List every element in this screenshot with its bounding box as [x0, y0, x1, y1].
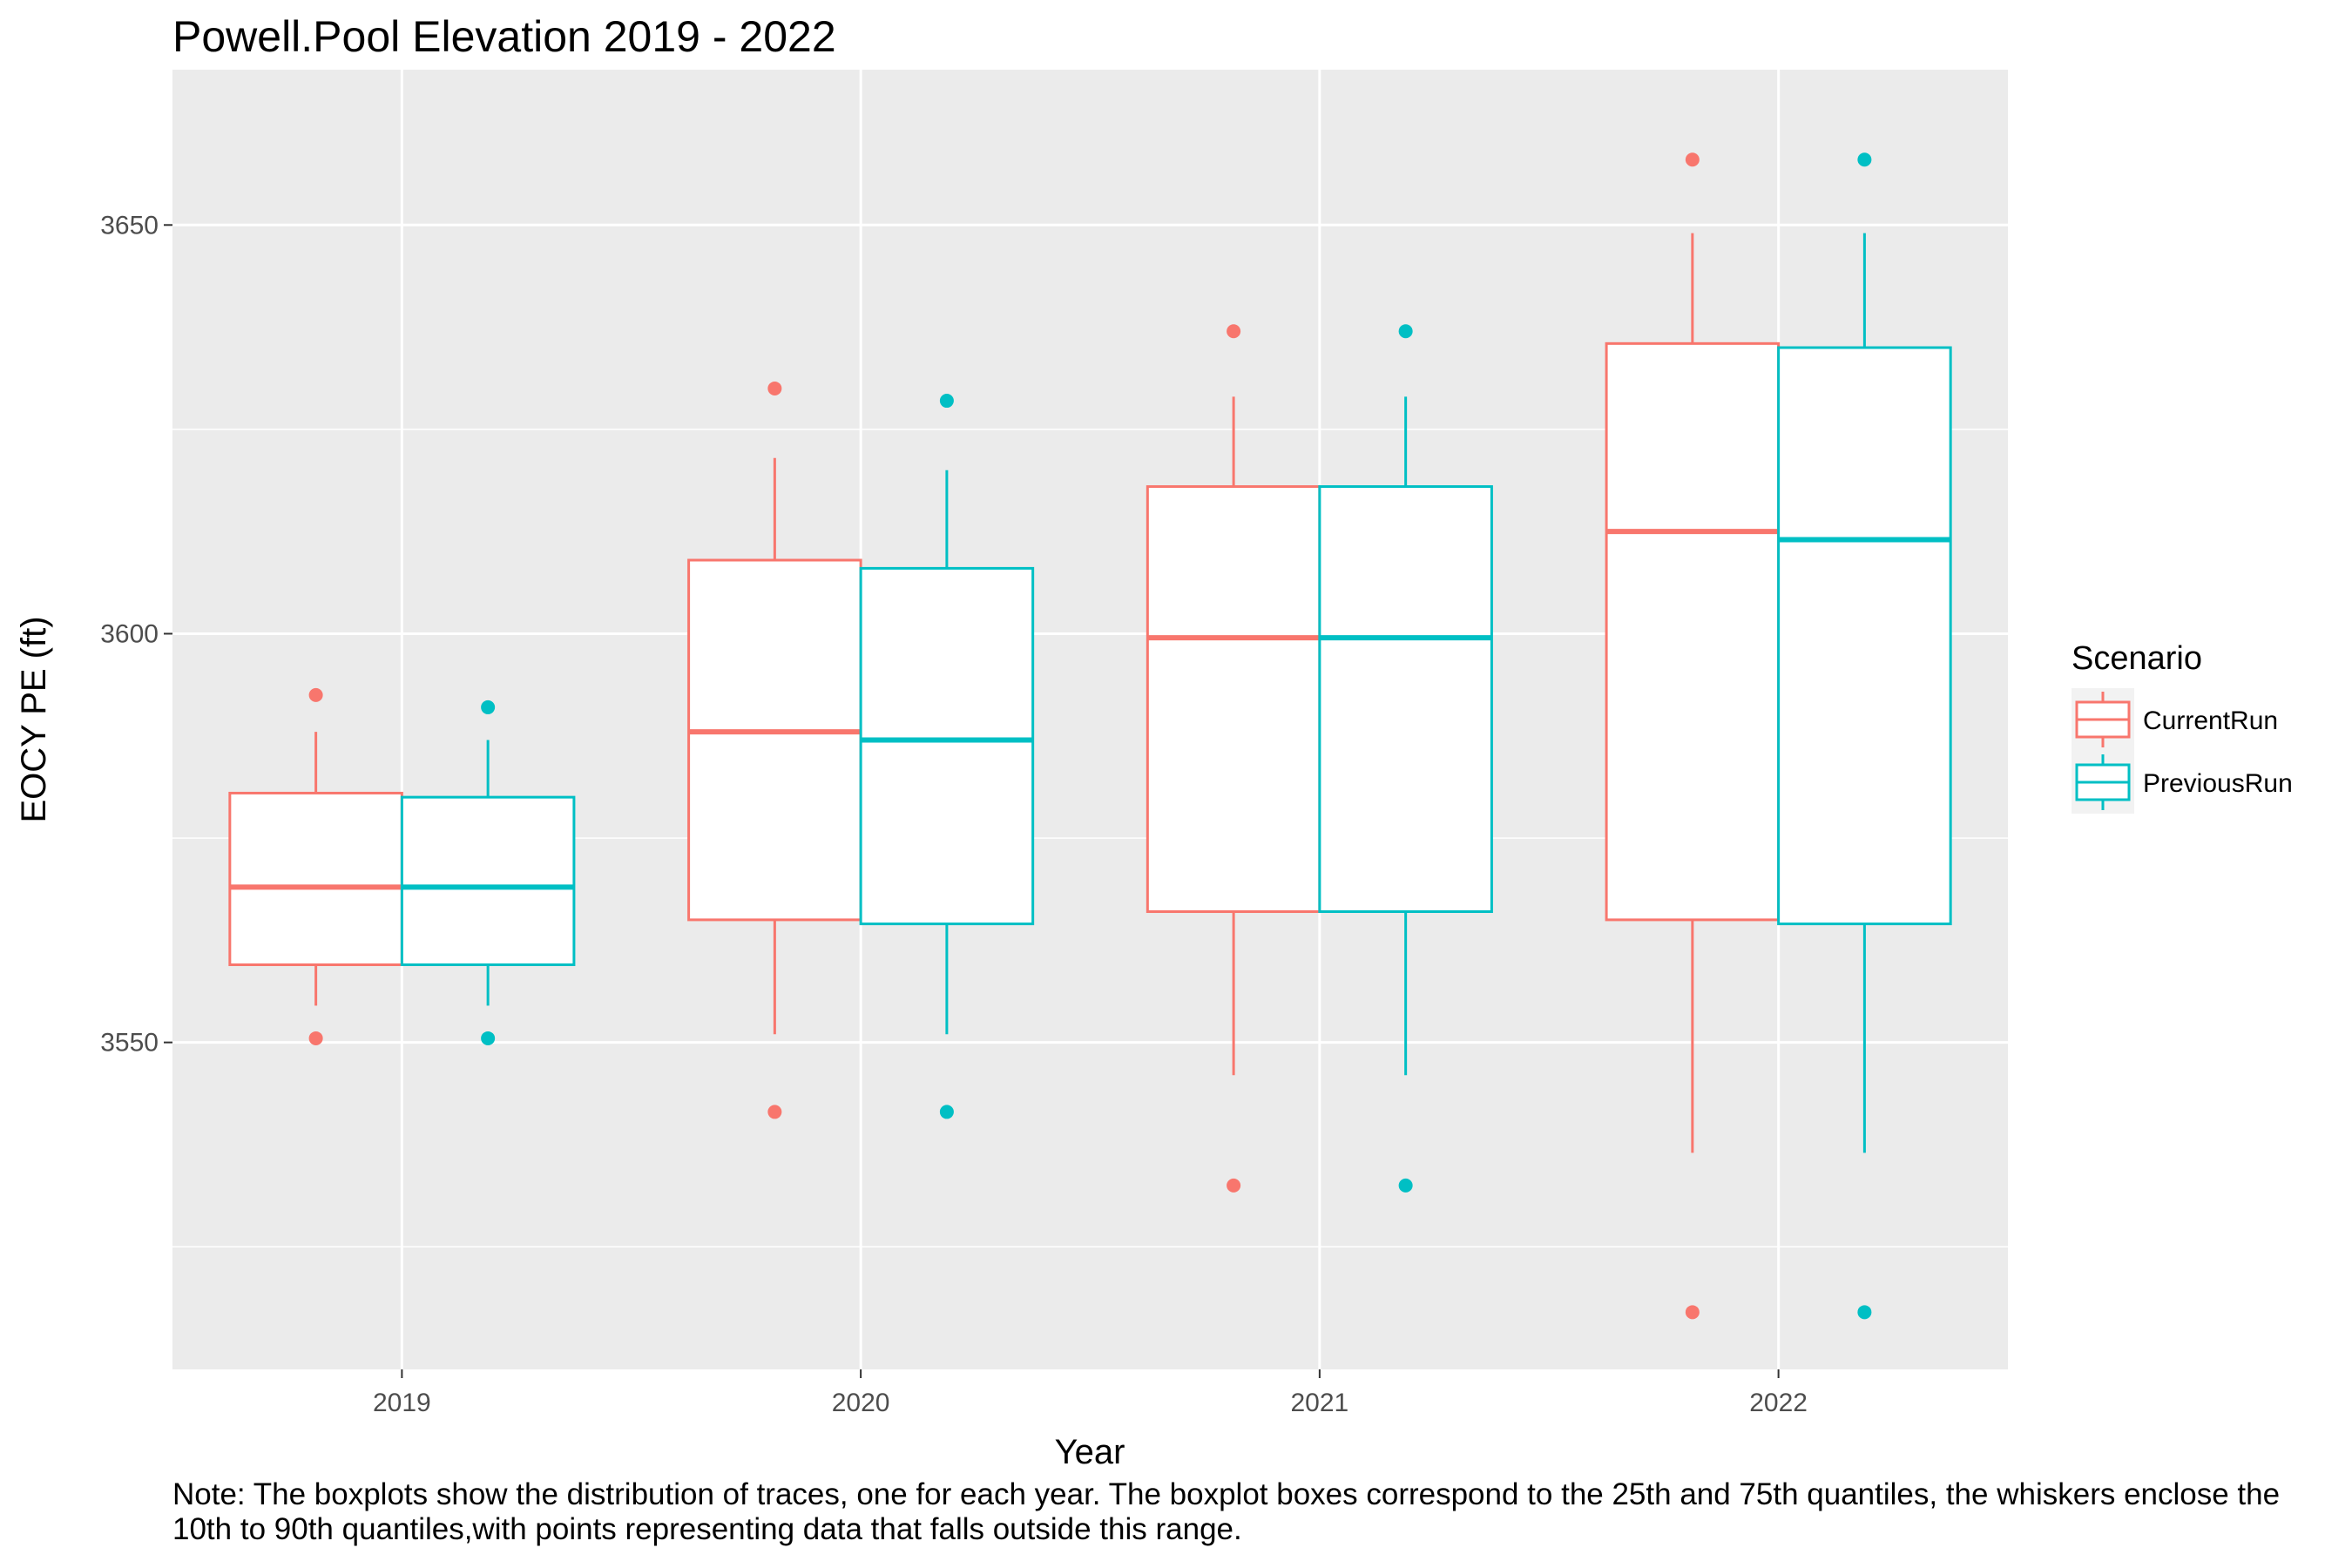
x-axis-title: Year	[1055, 1433, 1125, 1471]
chart-note: Note: The boxplots show the distribution…	[172, 1477, 2281, 1546]
x-tick-label: 2021	[1291, 1389, 1349, 1417]
box	[687, 558, 862, 922]
y-axis-title: EOCY PE (ft)	[15, 616, 53, 822]
y-tick-label: 3550	[100, 1029, 159, 1058]
outlier-point	[1685, 152, 1700, 167]
box-CurrentRun-2019	[228, 687, 403, 1045]
box-PreviousRun-2022	[1777, 152, 1952, 1320]
box-PreviousRun-2021	[1318, 324, 1493, 1193]
box	[1605, 341, 1781, 922]
outlier-point	[1227, 1178, 1241, 1193]
legend-label: CurrentRun	[2143, 706, 2278, 735]
legend-label: PreviousRun	[2143, 769, 2293, 798]
box-PreviousRun-2020	[859, 394, 1035, 1119]
outlier-point	[939, 1105, 954, 1119]
box-series	[228, 152, 1952, 1320]
outlier-point	[308, 1031, 323, 1045]
outlier-point	[481, 700, 496, 714]
box-CurrentRun-2020	[687, 381, 862, 1119]
legend-title: Scenario	[2072, 640, 2202, 677]
box-CurrentRun-2021	[1146, 324, 1321, 1193]
outlier-point	[481, 1031, 496, 1045]
outlier-point	[1398, 1178, 1413, 1193]
outlier-point	[308, 687, 323, 702]
x-tick-label: 2019	[373, 1389, 431, 1417]
box	[1777, 346, 1952, 926]
y-tick-label: 3650	[100, 211, 159, 240]
outlier-point	[1685, 1305, 1700, 1320]
x-tick-label: 2020	[832, 1389, 890, 1417]
box-PreviousRun-2019	[400, 700, 576, 1045]
box	[1318, 485, 1493, 914]
outlier-point	[1398, 324, 1413, 339]
outlier-point	[1227, 324, 1241, 339]
box	[1146, 485, 1321, 914]
box	[400, 795, 576, 967]
box	[859, 566, 1035, 926]
chart-title: Powell.Pool Elevation 2019 - 2022	[172, 12, 836, 61]
y-axis: 3550 3600 3650	[100, 211, 172, 1058]
outlier-point	[1857, 1305, 1872, 1320]
outlier-point	[767, 1105, 782, 1119]
x-axis: 2019 2020 2021 2022	[373, 1369, 1808, 1417]
outlier-point	[767, 381, 782, 395]
legend-item-PreviousRun: PreviousRun	[2072, 751, 2293, 814]
outlier-point	[1857, 152, 1872, 167]
outlier-point	[939, 394, 954, 409]
box	[228, 791, 403, 967]
legend-item-CurrentRun: CurrentRun	[2072, 688, 2278, 751]
legend: Scenario CurrentRun PreviousRun	[2072, 640, 2293, 814]
x-tick-label: 2022	[1749, 1389, 1808, 1417]
y-tick-label: 3600	[100, 619, 159, 648]
